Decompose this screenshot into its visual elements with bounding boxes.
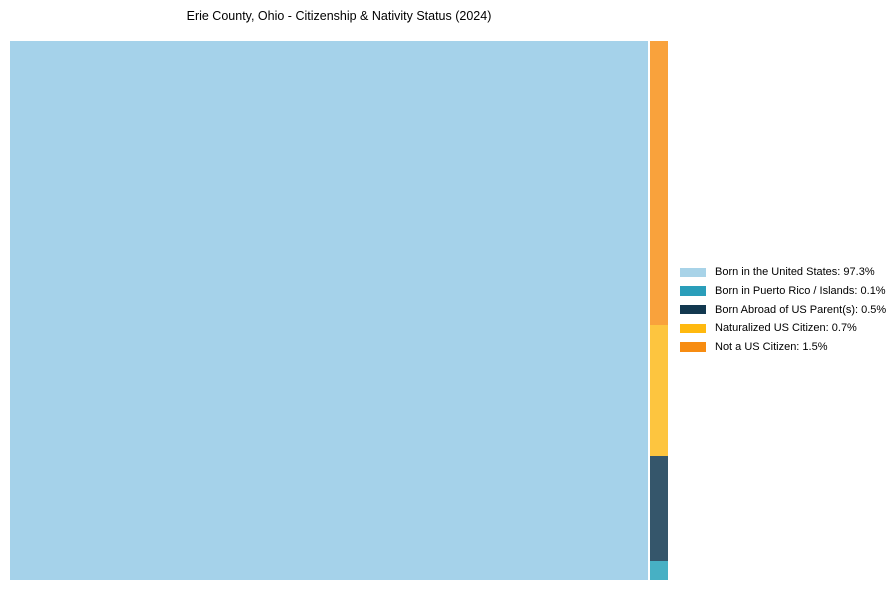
legend-label-born-abroad: Born Abroad of US Parent(s): 0.5% — [715, 303, 887, 316]
legend-swatch-naturalized — [680, 323, 706, 334]
legend-label-born-puerto-rico: Born in Puerto Rico / Islands: 0.1% — [715, 285, 886, 298]
chart-title: Erie County, Ohio - Citizenship & Nativi… — [186, 9, 492, 23]
legend-row-born-in-us: Born in the United States: 97.3% — [680, 263, 886, 282]
legend-label-born-in-us: Born in the United States: 97.3% — [715, 266, 875, 279]
treemap-rect-born-in-us — [10, 41, 648, 580]
legend-swatch-born-abroad — [680, 304, 706, 315]
treemap-rect-born-abroad-us-parents — [650, 456, 668, 561]
treemap-rect-not-us-citizen — [650, 41, 668, 325]
legend-label-naturalized: Naturalized US Citizen: 0.7% — [715, 322, 857, 335]
treemap-rect-naturalized-citizen — [650, 325, 668, 456]
legend-row-not-us-citizen: Not a US Citizen: 1.5% — [680, 338, 886, 357]
legend-swatch-born-in-us — [680, 267, 706, 278]
legend-swatch-born-puerto-rico — [680, 286, 706, 296]
legend-row-naturalized: Naturalized US Citizen: 0.7% — [680, 319, 886, 338]
legend-row-born-abroad: Born Abroad of US Parent(s): 0.5% — [680, 300, 886, 319]
treemap-rect-born-puerto-rico — [650, 561, 668, 580]
legend: Born in the United States: 97.3% Born in… — [680, 263, 886, 356]
legend-label-not-us-citizen: Not a US Citizen: 1.5% — [715, 341, 828, 354]
legend-swatch-not-us-citizen — [680, 342, 706, 352]
treemap-right-column — [650, 41, 668, 580]
legend-row-born-puerto-rico: Born in Puerto Rico / Islands: 0.1% — [680, 282, 886, 301]
treemap-plot-area — [10, 41, 668, 580]
